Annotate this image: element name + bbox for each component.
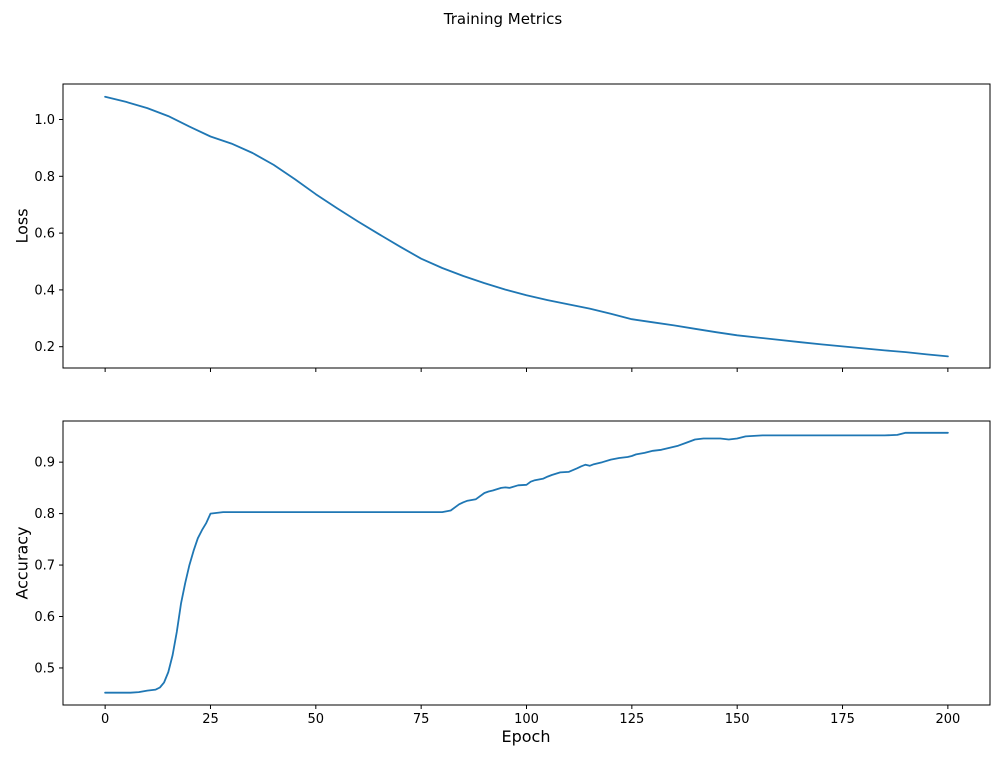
y-tick-label: 0.9 (34, 456, 55, 471)
x-tick-label: 75 (413, 712, 430, 727)
figure-title: Training Metrics (443, 10, 563, 28)
y-tick-label: 0.7 (34, 559, 55, 574)
x-tick-label: 50 (308, 712, 325, 727)
loss-subplot: 0.2 0.4 0.6 0.8 1.0 (34, 83, 991, 372)
y-tick-label: 0.5 (34, 661, 55, 676)
y-tick-label: 0.4 (34, 283, 55, 298)
x-tick-label: 100 (514, 712, 539, 727)
y-tick-label: 0.8 (34, 170, 55, 185)
loss-axes-frame (62, 83, 991, 369)
x-tick-label: 125 (619, 712, 644, 727)
y-tick-label: 0.6 (34, 610, 55, 625)
loss-line (104, 95, 949, 358)
x-tick-label: 200 (935, 712, 960, 727)
x-tick-label: 0 (101, 712, 109, 727)
y-tick-label: 0.6 (34, 227, 55, 242)
accuracy-subplot: 0 25 50 75 100 125 150 175 200 0.5 0.6 0.7 0.8 0.9 (34, 420, 991, 727)
x-tick-label: 150 (725, 712, 750, 727)
x-tick-label: 175 (830, 712, 855, 727)
x-tick-label: 25 (202, 712, 219, 727)
y-tick-label: 0.2 (34, 340, 55, 355)
accuracy-line (104, 431, 949, 694)
y-tick-label: 1.0 (34, 113, 55, 128)
y-tick-label: 0.8 (34, 507, 55, 522)
accuracy-axes-frame (62, 420, 991, 706)
epoch-x-axis-label: Epoch (501, 727, 551, 746)
